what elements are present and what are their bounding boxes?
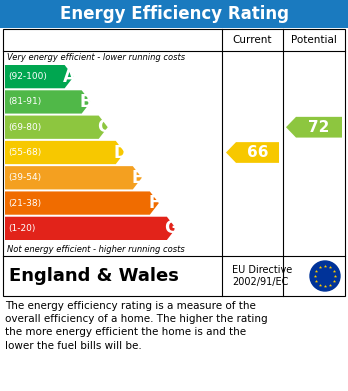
- Text: (92-100): (92-100): [8, 72, 47, 81]
- Text: C: C: [97, 118, 109, 136]
- Text: Current: Current: [233, 35, 272, 45]
- Text: (21-38): (21-38): [8, 199, 41, 208]
- Bar: [0, 0, 348, 28]
- Polygon shape: [5, 192, 159, 215]
- Text: The energy efficiency rating is a measure of the
overall efficiency of a home. T: The energy efficiency rating is a measur…: [5, 301, 268, 351]
- Polygon shape: [5, 217, 176, 240]
- Polygon shape: [286, 117, 342, 138]
- Text: (55-68): (55-68): [8, 148, 41, 157]
- Text: B: B: [80, 93, 93, 111]
- Text: G: G: [165, 219, 178, 237]
- Text: E: E: [132, 169, 143, 187]
- Text: Energy Efficiency Rating: Energy Efficiency Rating: [60, 5, 288, 23]
- Text: Potential: Potential: [291, 35, 337, 45]
- Text: D: D: [113, 143, 127, 161]
- Polygon shape: [5, 65, 74, 88]
- Circle shape: [310, 261, 340, 291]
- Polygon shape: [5, 166, 142, 189]
- Text: (81-91): (81-91): [8, 97, 41, 106]
- Polygon shape: [5, 141, 125, 164]
- Text: England & Wales: England & Wales: [9, 267, 179, 285]
- Polygon shape: [5, 116, 108, 139]
- Bar: [3, 29, 345, 296]
- Text: F: F: [149, 194, 160, 212]
- Text: 66: 66: [247, 145, 268, 160]
- Text: Not energy efficient - higher running costs: Not energy efficient - higher running co…: [7, 244, 185, 253]
- Text: 72: 72: [308, 120, 330, 135]
- Text: (39-54): (39-54): [8, 173, 41, 182]
- Text: EU Directive
2002/91/EC: EU Directive 2002/91/EC: [232, 265, 292, 287]
- Text: (1-20): (1-20): [8, 224, 35, 233]
- Text: (69-80): (69-80): [8, 123, 41, 132]
- Polygon shape: [226, 142, 279, 163]
- Text: A: A: [63, 68, 76, 86]
- Text: Very energy efficient - lower running costs: Very energy efficient - lower running co…: [7, 54, 185, 63]
- Polygon shape: [5, 90, 91, 113]
